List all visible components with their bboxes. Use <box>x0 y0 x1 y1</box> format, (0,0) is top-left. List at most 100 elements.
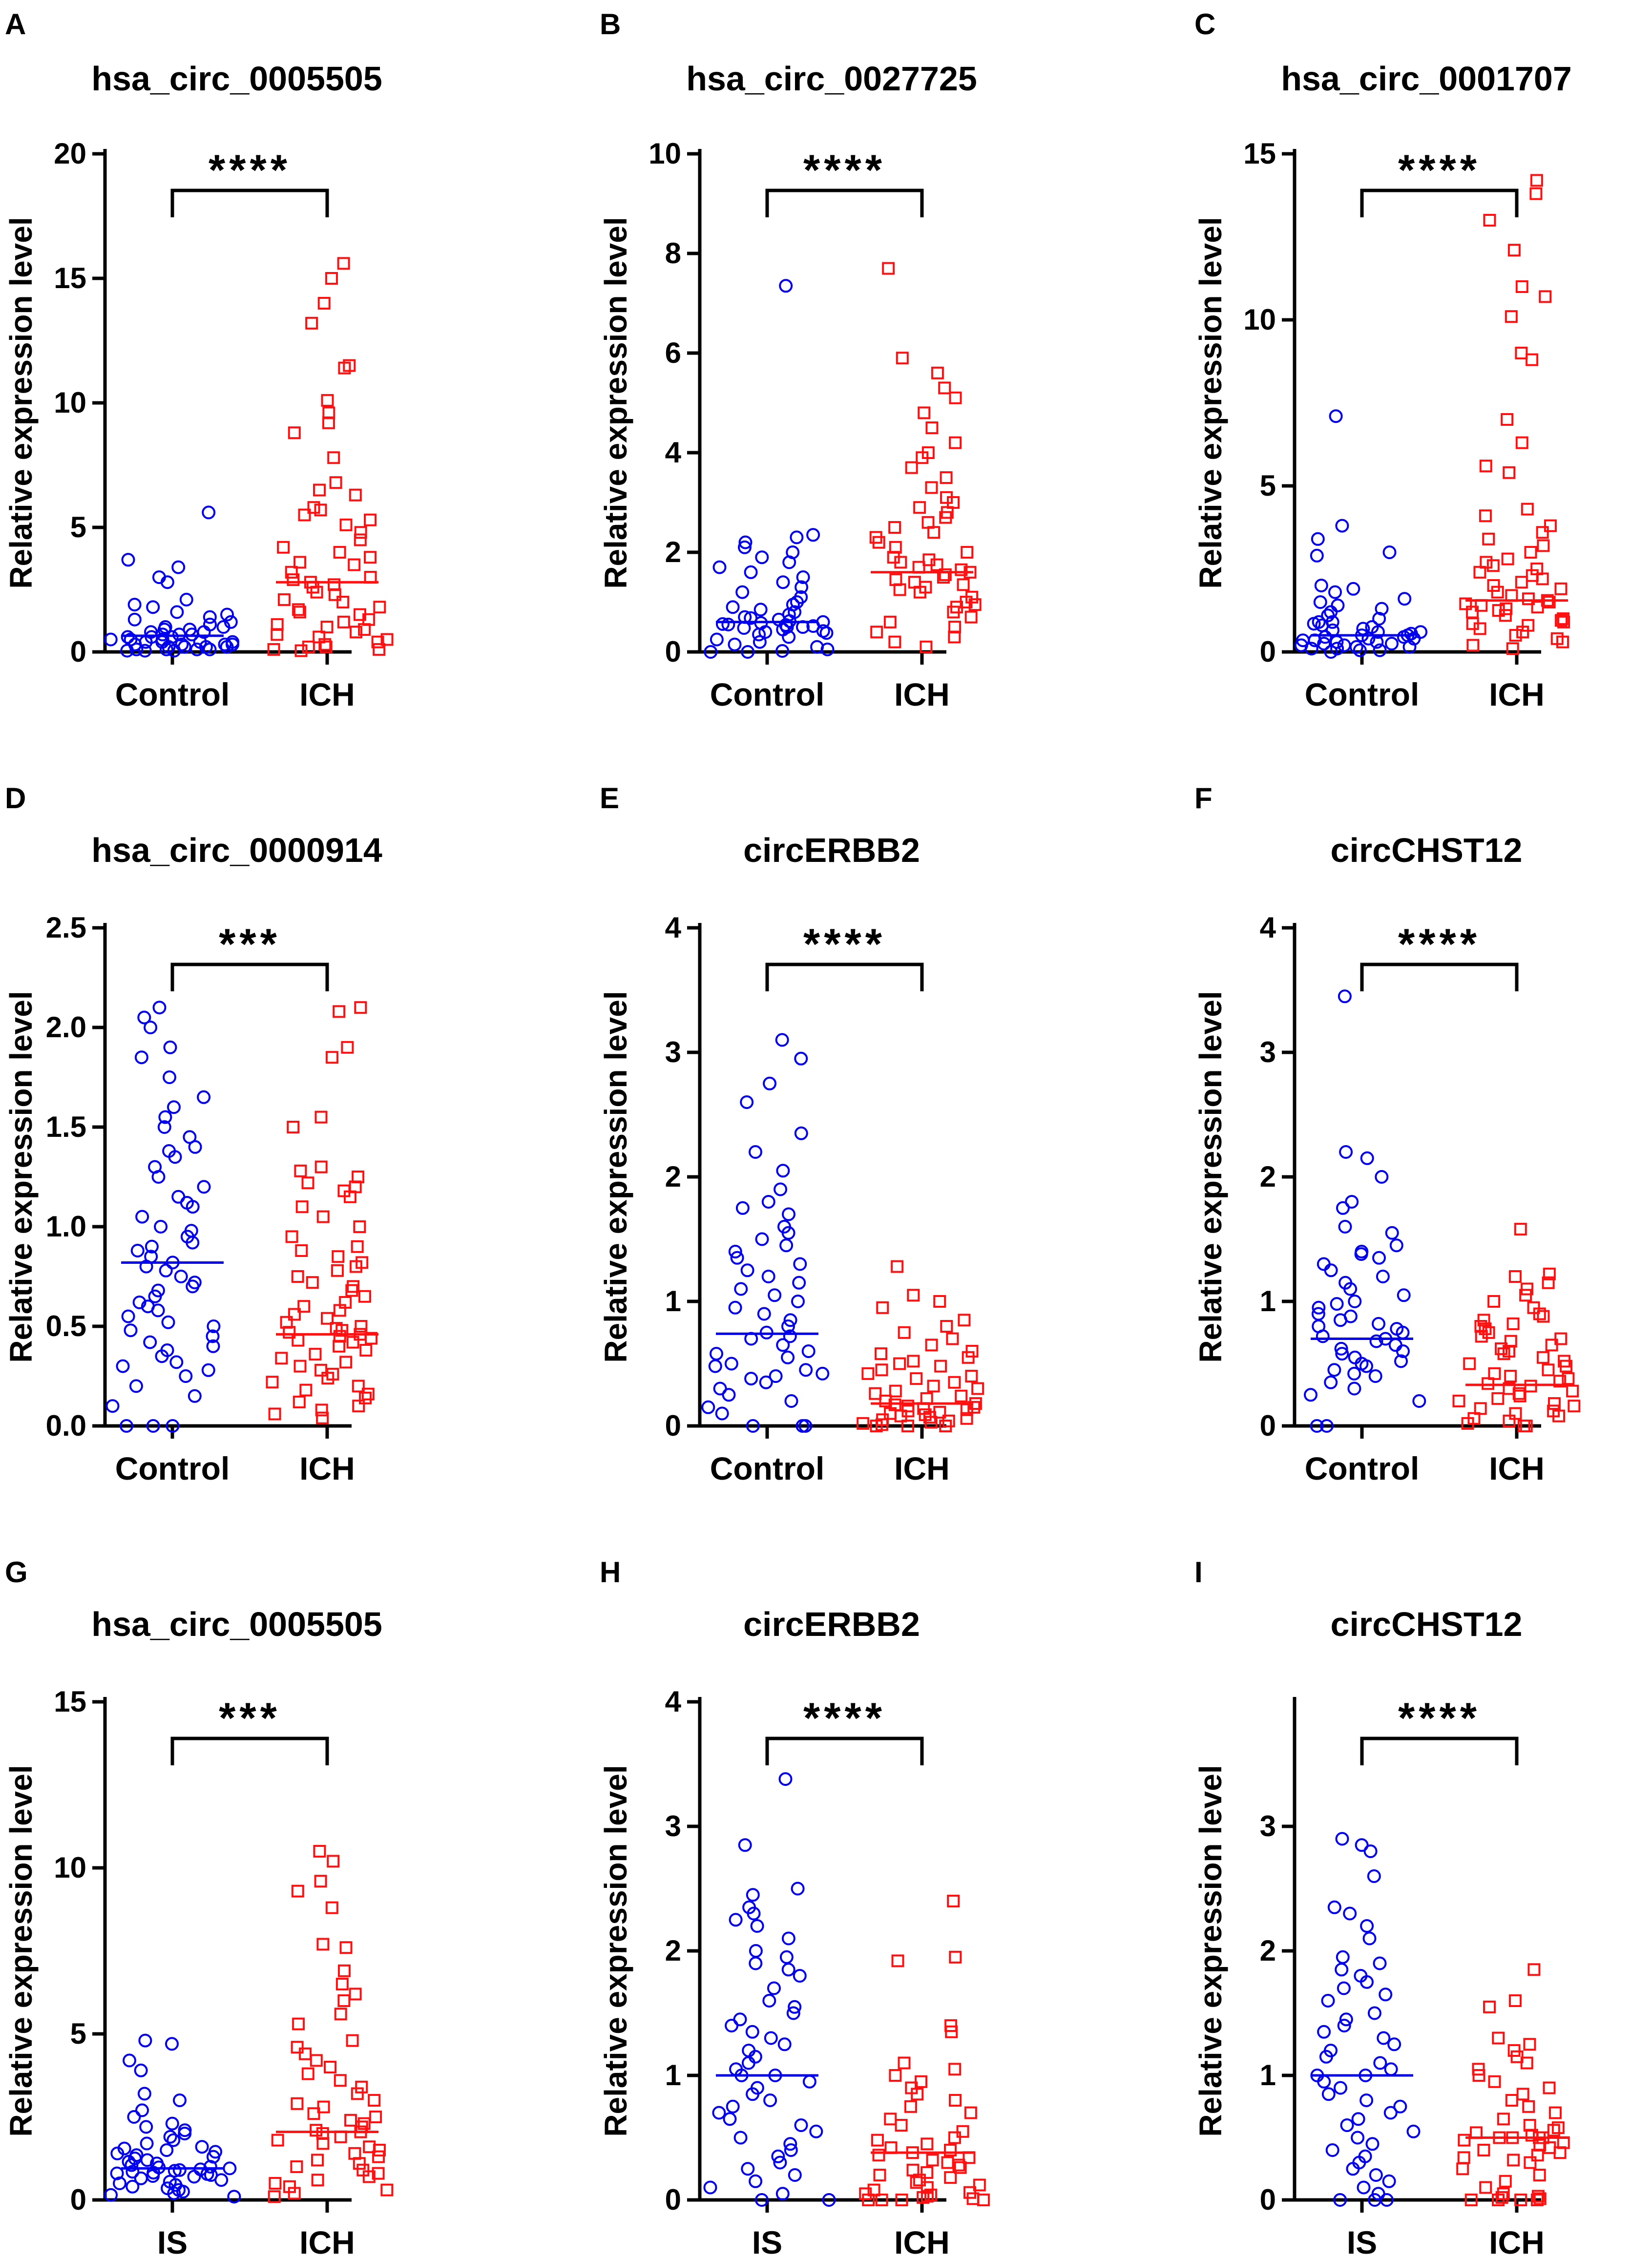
data-point-is <box>733 2131 748 2145</box>
data-point-control <box>779 1238 794 1253</box>
data-point-is <box>1373 2056 1387 2070</box>
data-point-ich <box>1537 1310 1550 1323</box>
y-tick-label: 1 <box>1260 1285 1276 1318</box>
data-point-is <box>1382 2174 1396 2188</box>
data-point-control <box>129 1379 143 1393</box>
data-point-ich <box>1505 2094 1518 2107</box>
data-point-is <box>1337 2019 1351 2032</box>
data-point-control <box>163 1040 177 1054</box>
data-point-ich <box>293 556 306 569</box>
x-tick-label: ICH <box>894 676 950 712</box>
data-point-ich <box>1507 244 1521 257</box>
data-point-control <box>190 642 204 656</box>
data-point-ich <box>1503 1414 1516 1427</box>
data-point-ich <box>1531 2149 1544 2162</box>
data-point-control <box>1317 637 1331 650</box>
data-point-is <box>163 2130 177 2144</box>
data-point-ich <box>287 1121 300 1133</box>
data-point-ich <box>907 1355 920 1368</box>
y-tick-label: 0 <box>1260 635 1276 668</box>
data-point-ich <box>949 1950 962 1964</box>
data-point-ich <box>1536 1351 1549 1364</box>
data-point-is <box>733 2012 747 2027</box>
data-point-control <box>801 1344 816 1358</box>
data-point-ich <box>322 416 335 429</box>
data-point-ich <box>964 610 978 624</box>
data-point-is <box>1367 2006 1381 2020</box>
significance-stars: **** <box>1398 920 1481 968</box>
data-point-control <box>1330 1297 1344 1311</box>
data-point-is <box>1368 2193 1382 2207</box>
data-point-ich <box>947 606 960 619</box>
data-point-ich <box>1495 2191 1508 2204</box>
data-point-control <box>220 607 234 622</box>
data-point-ich <box>1516 626 1529 639</box>
data-point-control <box>1324 1263 1338 1277</box>
significance-bracket <box>765 1737 924 1765</box>
data-point-ich <box>949 2094 962 2107</box>
data-point-control <box>146 600 160 614</box>
x-tick-label: Control <box>1305 676 1420 712</box>
data-point-is <box>203 2160 217 2174</box>
data-point-control <box>1310 548 1324 563</box>
data-point-control <box>749 1145 762 1159</box>
data-point-ich <box>1533 2192 1547 2205</box>
data-point-control <box>791 1295 805 1308</box>
data-point-control <box>1372 1317 1385 1331</box>
data-point-ich <box>1487 1295 1501 1308</box>
data-point-ich <box>298 508 311 522</box>
data-point-ich <box>876 1301 889 1314</box>
data-point-ich <box>321 1312 334 1325</box>
data-point-ich <box>1482 1377 1495 1390</box>
data-point-control <box>186 1200 200 1214</box>
data-point-control <box>161 1315 175 1329</box>
significance-bracket <box>1360 963 1519 991</box>
data-point-ich <box>302 640 315 653</box>
data-point-is <box>746 1888 760 1902</box>
data-point-control <box>1368 1369 1382 1383</box>
data-point-control <box>120 644 134 658</box>
data-point-control <box>143 1335 157 1349</box>
chart-title: hsa_circ_0027725 <box>686 60 977 98</box>
data-point-ich <box>1452 1395 1465 1407</box>
data-point-control <box>1343 1282 1358 1296</box>
data-point-is <box>741 2056 755 2070</box>
data-point-ich <box>329 476 342 489</box>
data-point-ich <box>872 2149 885 2162</box>
data-point-is <box>1367 1869 1381 1883</box>
data-point-is <box>767 1981 781 1995</box>
data-point-ich <box>1492 2194 1505 2206</box>
data-point-control <box>728 1300 742 1315</box>
data-point-ich <box>354 1001 367 1014</box>
data-point-is <box>125 2165 140 2179</box>
data-point-control <box>775 644 790 658</box>
data-point-ich <box>345 1284 358 1297</box>
x-tick-label: ICH <box>1489 1450 1545 1486</box>
data-point-control <box>1354 1247 1368 1261</box>
data-point-control <box>145 1239 159 1254</box>
data-point-ich <box>380 633 394 646</box>
data-point-ich <box>346 2034 359 2047</box>
data-point-ich <box>1545 1339 1558 1352</box>
data-point-is <box>140 2136 154 2151</box>
data-point-control <box>167 1100 181 1114</box>
data-point-is <box>747 1906 761 1921</box>
data-point-ich <box>901 1420 915 1432</box>
data-point-ich <box>869 1387 882 1400</box>
data-point-ich <box>307 2107 320 2120</box>
data-point-ich <box>1555 614 1568 627</box>
data-point-ich <box>314 1363 328 1377</box>
data-point-ich <box>311 2154 324 2167</box>
data-point-ich <box>344 1190 356 1203</box>
data-point-control <box>740 1263 754 1277</box>
data-point-ich <box>348 558 361 571</box>
data-point-ich <box>292 2017 305 2030</box>
data-point-is <box>110 2166 124 2180</box>
data-point-control <box>160 575 174 589</box>
data-point-ich <box>1531 601 1544 614</box>
panel-label: E <box>600 782 619 815</box>
x-tick-label: Control <box>115 676 230 712</box>
data-point-control <box>793 1257 807 1271</box>
